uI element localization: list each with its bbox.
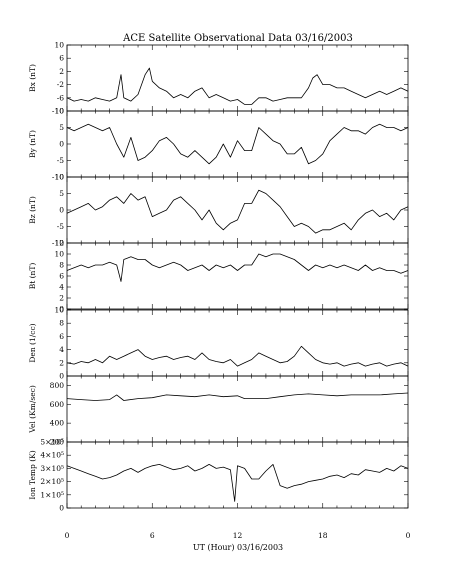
- panel-4: 10 8 6 4 2 0 Den (1/cc): [28, 306, 409, 381]
- chart-title: ACE Satellite Observational Data 03/16/2…: [122, 33, 353, 44]
- y-tick-label: 600: [50, 400, 65, 409]
- x-tick-label: 12: [233, 531, 243, 540]
- y-tick-label: 12: [54, 239, 64, 248]
- y-tick-label: 5: [59, 189, 64, 198]
- y-tick-label: 10: [54, 306, 64, 315]
- panel-frame: [66, 110, 409, 178]
- x-tick-label: 18: [318, 531, 328, 540]
- panel-6: 5×10⁵ 4×10⁵ 3×10⁵ 2×10⁵ 1×10⁵ 0 Ion Temp (K): [28, 438, 409, 513]
- y-tick-label: 4×10⁵: [40, 451, 64, 460]
- y-tick-label: 6: [59, 54, 64, 63]
- y-tick-label: 4: [59, 283, 64, 292]
- series-line: [66, 67, 409, 105]
- y-tick-label: 4: [59, 345, 64, 354]
- panel-frame: [66, 44, 409, 112]
- x-tick-labels: 0 6 12 18 0: [65, 531, 411, 540]
- y-tick-label: -10: [52, 107, 64, 116]
- series-line: [66, 463, 409, 502]
- panel-frame: [66, 375, 409, 443]
- y-tick-label: 400: [50, 419, 65, 428]
- series-line: [66, 392, 409, 401]
- y-tick-label: 800: [50, 381, 65, 390]
- y-tick-label: -6: [57, 93, 65, 102]
- y-tick-label: 2×10⁵: [40, 477, 64, 486]
- y-tick-label: -10: [52, 239, 64, 248]
- y-tick-label: 3×10⁵: [40, 464, 64, 473]
- y-tick-label: 5×10⁵: [40, 438, 64, 447]
- y-tick-label: 10: [54, 41, 64, 50]
- y-tick-label: 8: [59, 261, 64, 270]
- y-tick-label: 2: [59, 294, 64, 303]
- x-axis-label: UT (Hour) 03/16/2003: [193, 543, 283, 552]
- y-tick-label: 10: [54, 250, 64, 259]
- y-tick-label: 200: [50, 438, 65, 447]
- y-tick-label: 0: [59, 140, 64, 149]
- y-axis-label: By (nT): [28, 130, 37, 158]
- y-axis-label: Bx (nT): [28, 64, 37, 92]
- y-tick-label: 8: [59, 319, 64, 328]
- y-axis-label: Vel (Km/sec): [28, 385, 37, 434]
- y-axis-label: Ion Temp (K): [28, 450, 37, 499]
- panel-5: 800 600 400 200 Vel (Km/sec): [28, 375, 409, 447]
- y-tick-label: -5: [57, 156, 65, 165]
- y-axis-label: Bz (nT): [28, 196, 37, 224]
- panel-1: 10 5 0 -5 -10 By (nT): [28, 107, 409, 182]
- y-tick-label: 1×10⁵: [40, 490, 64, 499]
- series-line: [66, 189, 409, 234]
- y-tick-label: 0: [59, 372, 64, 381]
- y-tick-label: 2: [59, 358, 64, 367]
- y-axis-label: Den (1/cc): [28, 323, 37, 362]
- y-axis-label: Bt (nT): [28, 263, 37, 290]
- x-tick-label: 6: [150, 531, 155, 540]
- x-tick-label: 0: [406, 531, 411, 540]
- panels: 10 6 2 -2 -6 -10 Bx (nT) 10 5 0 -5 -10 By (nT) 10 5 0 -5…: [28, 41, 409, 513]
- y-tick-label: 6: [59, 332, 64, 341]
- y-tick-label: 0: [59, 305, 64, 314]
- panel-2: 10 5 0 -5 -10 Bz (nT): [28, 173, 409, 248]
- panel-3: 12 10 8 6 4 2 0 Bt (nT): [28, 239, 409, 314]
- series-line: [66, 253, 409, 282]
- y-tick-label: 0: [59, 206, 64, 215]
- panel-frame: [66, 242, 409, 310]
- y-tick-label: -5: [57, 222, 65, 231]
- x-tick-label: 0: [65, 531, 70, 540]
- series-line: [66, 123, 409, 165]
- series-line: [66, 345, 409, 367]
- y-tick-label: 0: [59, 504, 64, 513]
- y-tick-label: 2: [59, 67, 64, 76]
- y-tick-label: 6: [59, 272, 64, 281]
- y-tick-label: 10: [54, 173, 64, 182]
- y-tick-label: -2: [57, 80, 65, 89]
- y-tick-label: 10: [54, 107, 64, 116]
- panel-frame: [66, 176, 409, 244]
- panel-0: 10 6 2 -2 -6 -10 Bx (nT): [28, 41, 409, 116]
- y-tick-label: 5: [59, 123, 64, 132]
- y-tick-label: -10: [52, 173, 64, 182]
